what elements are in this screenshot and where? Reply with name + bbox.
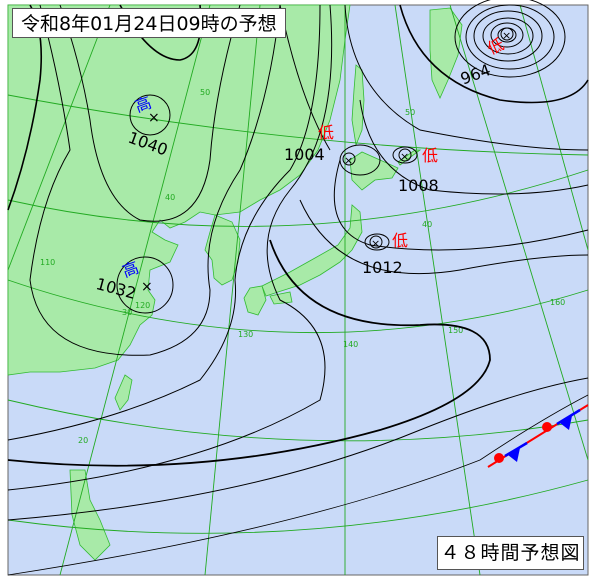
taiwan [114,374,133,411]
svg-text:高: 高 [120,258,142,281]
kamchatka [429,7,463,99]
svg-text:150: 150 [448,326,463,335]
sakhalin [351,64,365,147]
svg-text:40: 40 [422,220,432,229]
korea [204,214,241,286]
forecast-label: ４８時間予想図 [437,536,584,570]
isobars [7,0,589,576]
svg-text:130: 130 [238,330,253,339]
svg-text:低: 低 [318,123,334,142]
svg-text:30: 30 [122,308,132,317]
svg-text:×: × [344,154,353,167]
stationary-front [487,404,589,468]
svg-text:1008: 1008 [398,176,439,195]
svg-text:1004: 1004 [284,145,325,164]
svg-text:110: 110 [40,258,55,267]
svg-text:20: 20 [78,436,88,445]
svg-text:×: × [371,237,380,250]
svg-text:×: × [141,279,153,295]
svg-text:×: × [400,150,409,163]
chart-title: 令和8年01月24日09時の予想 [12,8,286,38]
low-pressure-1012: × 低 1012 [362,231,408,277]
svg-text:低: 低 [422,146,438,165]
svg-text:低: 低 [392,231,408,250]
honshu [261,204,363,297]
low-pressure-1008: × 低 1008 [398,146,439,195]
svg-text:120: 120 [135,301,150,310]
svg-text:140: 140 [343,340,358,349]
svg-text:×: × [502,29,511,42]
philippines [69,469,111,561]
svg-text:160: 160 [550,298,565,307]
grid-labels: 50 40 30 20 50 40 110 120 130 140 150 16… [40,88,565,445]
svg-text:50: 50 [200,88,210,97]
svg-text:高: 高 [132,93,154,116]
shikoku [269,291,293,305]
svg-text:50: 50 [405,108,415,117]
svg-text:1012: 1012 [362,258,403,277]
svg-text:×: × [148,110,160,126]
low-pressure-1004: × 低 1004 [284,123,356,167]
svg-text:低: 低 [484,34,507,58]
lat-lon-grid [7,4,589,576]
svg-text:40: 40 [165,193,175,202]
